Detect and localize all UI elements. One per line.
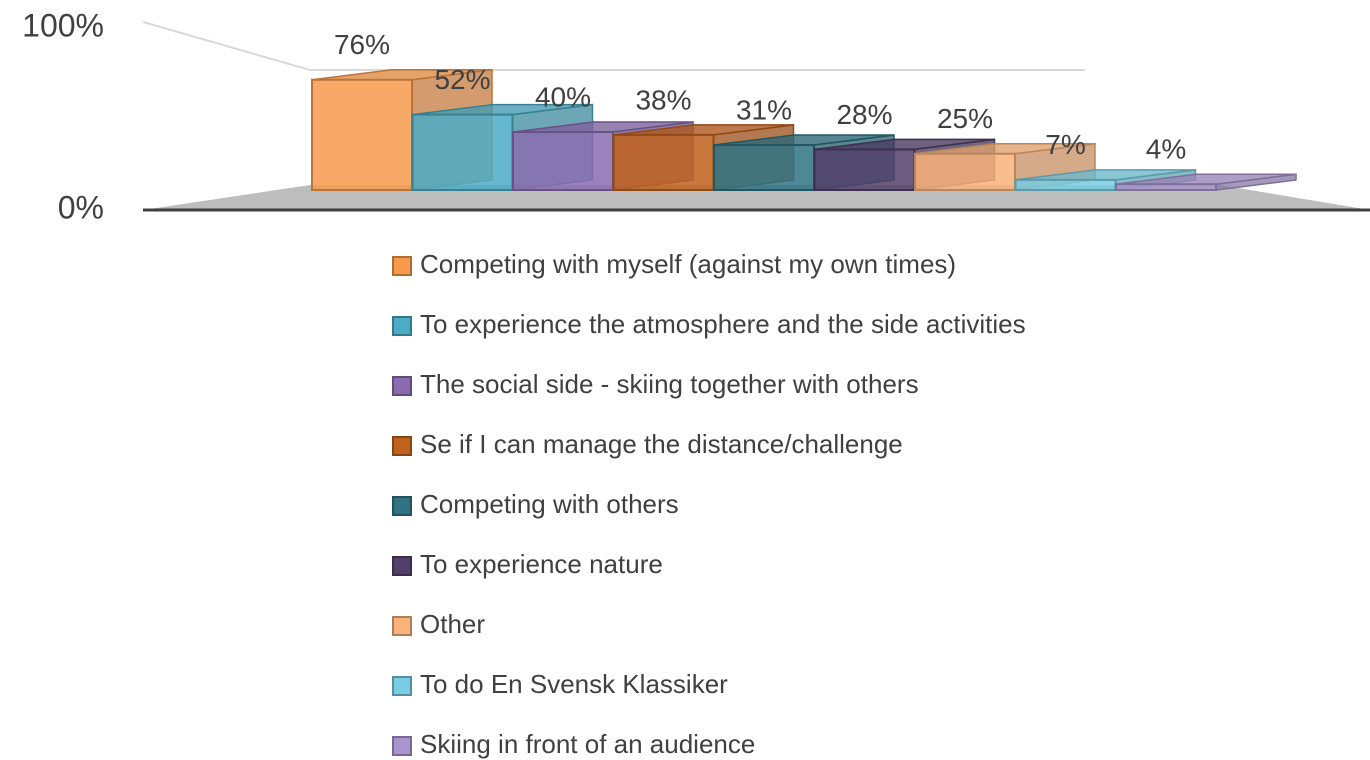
bar (311, 78, 413, 191)
legend-swatch (392, 556, 412, 576)
legend-swatch (392, 256, 412, 276)
bar (813, 148, 916, 191)
data-label: 28% (836, 99, 892, 130)
legend-swatch (392, 436, 412, 456)
data-label: 38% (635, 84, 691, 115)
data-label: 4% (1146, 134, 1186, 165)
legend-swatch (392, 496, 412, 516)
legend-label: Skiing in front of an audience (420, 729, 755, 759)
legend-swatch (392, 316, 412, 336)
y-tick-label: 100% (22, 7, 104, 43)
legend-label: The social side - skiing together with o… (420, 369, 919, 399)
data-label: 76% (334, 29, 390, 60)
bar (1014, 178, 1117, 192)
data-label: 52% (434, 64, 490, 95)
bar (411, 113, 514, 191)
bar (612, 133, 715, 191)
legend-label: To experience the atmosphere and the sid… (420, 309, 1026, 339)
legend-label: To do En Svensk Klassiker (420, 669, 728, 699)
legend-swatch (392, 616, 412, 636)
y-tick-label: 0% (58, 189, 104, 225)
legend-label: Competing with myself (against my own ti… (420, 249, 956, 279)
data-label: 25% (937, 103, 993, 134)
legend-swatch (392, 376, 412, 396)
legend-label: Competing with others (420, 489, 679, 519)
legend-swatch (392, 676, 412, 696)
data-label: 7% (1045, 129, 1085, 160)
grid-line (142, 21, 1085, 71)
data-label: 40% (535, 81, 591, 112)
bar (1115, 183, 1217, 191)
bar (512, 131, 614, 191)
floor (143, 185, 1370, 210)
bar (914, 152, 1016, 191)
data-label: 31% (736, 94, 792, 125)
legend-label: To experience nature (420, 549, 663, 579)
legend-label: Other (420, 609, 485, 639)
legend-label: Se if I can manage the distance/challeng… (420, 429, 903, 459)
bar (713, 144, 815, 192)
legend-swatch (392, 736, 412, 756)
